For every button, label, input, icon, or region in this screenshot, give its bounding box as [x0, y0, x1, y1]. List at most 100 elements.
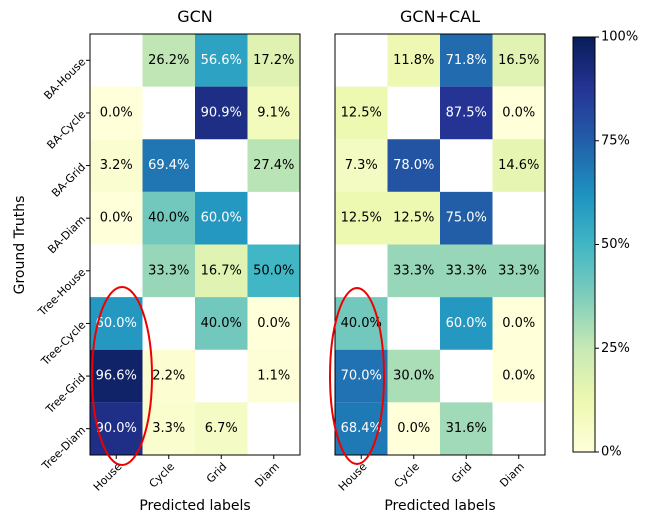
- cell-label: 75.0%: [446, 211, 487, 226]
- cell-label: 70.0%: [341, 369, 382, 384]
- cell-label: 40.0%: [201, 316, 242, 331]
- heatmap-cell: [247, 244, 300, 298]
- plot-layer: BA-House BA-Cycle BA-Grid BA-Diam Tree-House…: [35, 7, 638, 514]
- cell-label: 33.3%: [498, 263, 539, 278]
- cell-label: 1.1%: [257, 369, 290, 384]
- y-tick-label: BA-Cycle: [44, 108, 88, 152]
- cell-label: 87.5%: [446, 105, 487, 120]
- heatmap-cell: [387, 402, 440, 455]
- cell-label: 71.8%: [446, 53, 487, 68]
- colorbar: [572, 36, 596, 453]
- cell-label: 0.0%: [397, 421, 430, 436]
- y-tick-label: BA-Grid: [49, 161, 88, 200]
- heatmap-cell: [195, 402, 248, 455]
- cell-label: 11.8%: [393, 53, 434, 68]
- colorbar-tick-label: 25%: [601, 341, 630, 356]
- panel-frame: [334, 33, 546, 456]
- heatmap-cell: [142, 191, 195, 245]
- heatmap-cell: [440, 297, 493, 350]
- cell-label: 9.1%: [257, 105, 290, 120]
- cell-label: 17.2%: [253, 53, 294, 68]
- cell-label: 50.0%: [253, 263, 294, 278]
- heatmap-cell: [387, 244, 440, 298]
- cell-label: 3.3%: [152, 421, 185, 436]
- y-tick-label: Tree-House: [35, 266, 88, 319]
- x-axis-label: Predicted labels: [139, 498, 250, 514]
- heatmap-cell: [492, 86, 545, 140]
- heatmap-cell: [142, 402, 195, 455]
- cell-label: 12.5%: [393, 211, 434, 226]
- heatmap-cell: [247, 86, 300, 140]
- cell-label: 14.6%: [498, 158, 539, 173]
- cell-label: 33.3%: [446, 263, 487, 278]
- heatmap-cell: [195, 86, 248, 140]
- heatmap-cell: [195, 297, 248, 350]
- cell-label: 27.4%: [253, 158, 294, 173]
- cell-label: 69.4%: [148, 158, 189, 173]
- heatmap-cell: [195, 244, 248, 298]
- heatmap-cell: [90, 139, 143, 192]
- cell-label: 60.0%: [446, 316, 487, 331]
- heatmap-cell: [90, 349, 143, 403]
- cell-label: 6.7%: [205, 421, 238, 436]
- y-tick-label: Tree-Grid: [43, 371, 89, 417]
- heatmap-cell: [440, 402, 493, 455]
- x-tick-label: Cycle: [147, 460, 178, 491]
- heatmap-cell: [142, 139, 195, 192]
- x-tick-label: Grid: [449, 460, 475, 486]
- cell-label: 40.0%: [341, 316, 382, 331]
- cell-label: 40.0%: [148, 211, 189, 226]
- heatmap-cell: [247, 349, 300, 403]
- heatmap-cell: [492, 349, 545, 403]
- x-tick-label: Diam: [252, 460, 282, 490]
- cell-label: 3.2%: [100, 158, 133, 173]
- x-axis-label: Predicted labels: [384, 498, 495, 514]
- heatmap-cell: [387, 349, 440, 403]
- heatmap-cell: [440, 191, 493, 245]
- panel-title: GCN: [177, 7, 213, 26]
- heatmap-cell: [492, 244, 545, 298]
- cell-label: 7.3%: [345, 158, 378, 173]
- y-axis-label: Ground Truths: [12, 196, 28, 295]
- cell-label: 12.5%: [341, 211, 382, 226]
- heatmap-cell: [440, 86, 493, 140]
- heatmap-cell: [335, 86, 388, 140]
- panel-frame: [89, 33, 301, 456]
- heatmap-cell: [247, 139, 300, 192]
- cell-label: 16.7%: [201, 263, 242, 278]
- cell-label: 0.0%: [502, 369, 535, 384]
- cell-label: 60.0%: [201, 211, 242, 226]
- cell-label: 0.0%: [502, 316, 535, 331]
- colorbar-tick-label: 75%: [601, 133, 630, 148]
- y-tick-label: BA-House: [41, 55, 88, 102]
- cell-label: 96.6%: [96, 369, 137, 384]
- highlight-ellipse: [329, 287, 385, 465]
- heatmap-cell: [90, 86, 143, 140]
- x-tick-label: Grid: [204, 460, 230, 486]
- colorbar-tick-label: 0%: [601, 445, 622, 460]
- cell-label: 60.0%: [96, 316, 137, 331]
- cell-label: 0.0%: [100, 211, 133, 226]
- x-tick-label: House: [336, 460, 370, 494]
- highlight-ellipse: [91, 286, 153, 466]
- colorbar-tick-label: 100%: [601, 30, 638, 45]
- cell-label: 30.0%: [393, 369, 434, 384]
- y-tick-label: BA-Diam: [45, 213, 88, 256]
- x-tick-label: Diam: [497, 460, 527, 490]
- heatmap-cell: [492, 34, 545, 87]
- cell-label: 90.9%: [201, 105, 242, 120]
- y-tick-label: Tree-Cycle: [38, 318, 88, 368]
- cell-label: 0.0%: [100, 105, 133, 120]
- cell-label: 0.0%: [257, 316, 290, 331]
- heatmap-cell: [90, 191, 143, 245]
- heatmap-cell: [387, 34, 440, 87]
- colorbar-tick-label: 50%: [601, 237, 630, 252]
- y-tick-label: Tree-Diam: [39, 424, 88, 473]
- heatmap-cell: [335, 349, 388, 403]
- panel-title: GCN+CAL: [400, 7, 480, 26]
- heatmap-cell: [492, 139, 545, 192]
- cell-label: 78.0%: [393, 158, 434, 173]
- heatmap-cell: [142, 34, 195, 87]
- heatmap-cell: [335, 191, 388, 245]
